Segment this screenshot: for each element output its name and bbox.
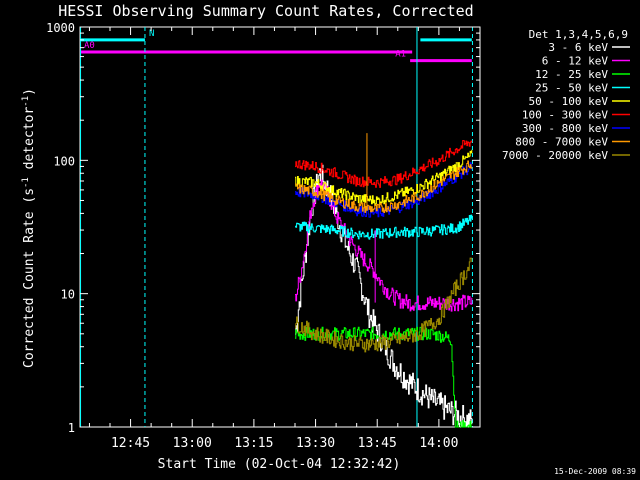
y-tick-label: 10	[61, 288, 75, 302]
x-tick-label: 13:30	[296, 436, 335, 451]
legend-label-800-7000-kev: 800 - 7000 keV	[515, 136, 608, 149]
legend-label-50-100-kev: 50 - 100 keV	[529, 95, 609, 108]
legend-label-7000-20000-kev: 7000 - 20000 keV	[502, 149, 608, 162]
status-label-n: N	[149, 29, 154, 39]
y-axis-label-sup2: -1	[21, 96, 31, 107]
y-axis-label-sup1: -1	[21, 177, 31, 188]
x-tick-label: 12:45	[111, 436, 150, 451]
x-tick-label: 14:00	[419, 436, 458, 451]
legend-label-300-800-kev: 300 - 800 keV	[522, 122, 608, 135]
y-tick-label: 1	[68, 421, 75, 435]
y-tick-label: 1000	[46, 21, 75, 35]
x-tick-label: 13:15	[234, 436, 273, 451]
y-axis-label-main: Corrected Count Rate (s	[22, 188, 37, 368]
spikes	[366, 133, 376, 303]
series-line-100-300-kev	[295, 140, 473, 188]
legend-label-25-50-kev: 25 - 50 keV	[535, 82, 608, 95]
series-line-50-100-kev	[295, 149, 473, 206]
y-axis-label: Corrected Count Rate (s-1 detector-1)	[21, 88, 37, 368]
footer-timestamp: 15-Dec-2009 08:39	[554, 467, 636, 476]
series-line-25-50-kev	[295, 214, 473, 240]
y-tick-label: 100	[53, 154, 75, 168]
plot-frame	[79, 26, 481, 428]
legend-label-3-6-kev: 3 - 6 keV	[548, 41, 608, 54]
x-axis-label: Start Time (02-Oct-04 12:32:42)	[158, 457, 401, 472]
status-label-a1: A1	[395, 50, 406, 60]
status-label-a0: A0	[84, 41, 95, 51]
y-axis: 1 10 100 1000	[46, 21, 480, 435]
legend-title: Det 1,3,4,5,6,9	[529, 28, 628, 41]
event-lines	[80, 27, 473, 427]
legend-label-100-300-kev: 100 - 300 keV	[522, 109, 608, 122]
status-bars: N A0 A1	[80, 29, 472, 63]
x-tick-label: 13:00	[173, 436, 212, 451]
y-axis-label-end: )	[22, 88, 37, 96]
y-axis-label-mid: detector	[22, 107, 37, 178]
chart-title: HESSI Observing Summary Count Rates, Cor…	[58, 2, 473, 20]
x-tick-label: 13:45	[358, 436, 397, 451]
series-layer	[295, 140, 473, 428]
legend-label-12-25-kev: 12 - 25 keV	[535, 68, 608, 81]
x-axis: 12:45 13:00 13:15 13:30 13:45 14:00	[88, 27, 460, 451]
series-line-3-6-kev	[295, 164, 473, 428]
series-line-7000-20000-kev	[295, 257, 473, 353]
series-line-800-7000-kev	[295, 160, 473, 213]
legend-label-6-12-kev: 6 - 12 keV	[542, 55, 609, 68]
